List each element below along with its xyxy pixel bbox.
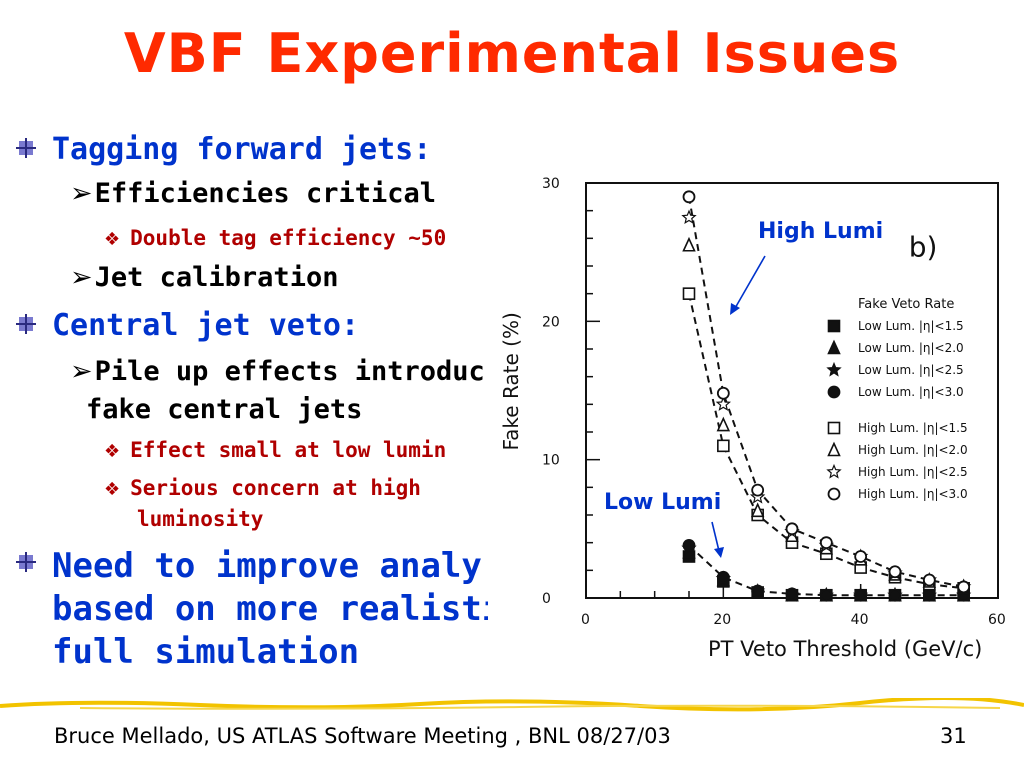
legend-entry: High Lum. |η|<1.5 xyxy=(858,421,968,435)
sub-sub-bullet-row: ❖ Double tag efficiency ~50 xyxy=(104,226,446,250)
annotation-high-lumi: High Lumi xyxy=(758,219,883,244)
bullet-need-to-improve-line2: based on more realisti xyxy=(52,589,488,629)
legend-marker xyxy=(826,361,842,377)
sub-bullet-row: ➢Pile up effects introduc xyxy=(70,356,485,387)
annotation-low-lumi-arrow xyxy=(711,521,720,552)
legend-marker xyxy=(827,339,841,355)
fake-rate-plot: 0 10 20 30 0 20 40 60 Fake Rate (%) PT Veto Thres… xyxy=(488,160,1024,680)
diamond-bullet-icon: ❖ xyxy=(104,229,121,250)
bullet-square-icon xyxy=(16,552,36,572)
bullet-square-icon xyxy=(16,138,36,158)
y-tick-label: 0 xyxy=(542,591,551,607)
sub-bullet-continuation: fake central jets xyxy=(86,394,363,425)
footer-text: Bruce Mellado, US ATLAS Software Meeting… xyxy=(54,724,671,748)
page-number: 31 xyxy=(940,724,967,748)
data-point xyxy=(716,386,730,400)
arrow-bullet-icon: ➢ xyxy=(70,178,93,209)
sub-sub-bullet-row: ❖ Serious concern at high xyxy=(104,476,421,500)
slide-title: VBF Experimental Issues xyxy=(123,22,901,85)
y-tick-label: 30 xyxy=(542,176,560,192)
sub-sub-bullet-serious-concern: Serious concern at high xyxy=(130,476,421,500)
data-point xyxy=(888,588,902,602)
sub-sub-bullet-double-tag: Double tag efficiency ~50 xyxy=(130,226,447,250)
sub-bullet-efficiencies: Efficiencies critical xyxy=(94,178,436,209)
bullet-need-to-improve: Need to improve analy xyxy=(52,546,482,586)
data-point xyxy=(682,236,696,252)
footer-divider xyxy=(0,698,1024,712)
data-point xyxy=(819,536,833,550)
legend-marker xyxy=(827,441,841,457)
bullet-tagging-forward-jets: Tagging forward jets: xyxy=(52,132,432,167)
annotation-low-lumi-arrowhead xyxy=(714,547,724,558)
data-point xyxy=(785,587,799,601)
x-tick-label: 0 xyxy=(581,612,590,628)
legend-entry: Low Lum. |η|<2.0 xyxy=(858,341,964,355)
data-point xyxy=(750,502,765,518)
y-axis-label: Fake Rate (%) xyxy=(499,312,523,450)
data-point xyxy=(819,588,833,602)
data-point xyxy=(682,287,696,300)
bullet-need-to-improve-line3: full simulation xyxy=(52,632,360,672)
data-point xyxy=(682,190,696,204)
arrow-bullet-icon: ➢ xyxy=(70,356,93,387)
data-point xyxy=(957,580,971,594)
data-point xyxy=(682,539,696,552)
data-point xyxy=(854,588,868,602)
plot-svg: 0 10 20 30 0 20 40 60 Fake Rate (%) PT Veto Thres… xyxy=(499,176,1006,661)
x-axis-label: PT Veto Threshold (GeV/c) xyxy=(708,637,982,661)
data-point xyxy=(785,522,799,536)
sub-sub-bullet-row: ❖ Effect small at low lumin xyxy=(104,438,446,462)
legend-entry: High Lum. |η|<2.0 xyxy=(858,443,968,457)
sub-bullet-pile-up: Pile up effects introduc xyxy=(94,356,485,387)
low-lumi-fit-curve xyxy=(688,544,964,597)
data-point xyxy=(716,570,730,584)
annotation-low-lumi: Low Lumi xyxy=(604,490,721,515)
sub-bullet-row: ➢Efficiencies critical xyxy=(70,178,436,209)
annotation-high-lumi-arrow xyxy=(733,255,766,311)
diamond-bullet-icon: ❖ xyxy=(104,441,121,462)
sub-sub-bullet-continuation: luminosity xyxy=(137,507,264,531)
legend-marker xyxy=(827,421,841,435)
y-tick-label: 10 xyxy=(542,453,560,469)
legend-title: Fake Veto Rate xyxy=(858,297,954,312)
bullet-list: Tagging forward jets: ➢Efficiencies crit… xyxy=(0,0,488,700)
data-point xyxy=(854,550,868,563)
data-point xyxy=(751,584,765,598)
data-point xyxy=(715,396,732,411)
sub-sub-bullet-effect-small: Effect small at low lumin xyxy=(130,438,447,462)
data-point xyxy=(681,209,697,225)
y-tick-label: 20 xyxy=(542,314,560,330)
legend-entry: Low Lum. |η|<1.5 xyxy=(858,319,964,333)
data-point xyxy=(922,573,936,587)
panel-label: b) xyxy=(909,230,938,263)
sub-bullet-row: ➢Jet calibration xyxy=(70,262,338,293)
data-point xyxy=(922,588,936,602)
data-point xyxy=(716,416,731,432)
bullet-central-jet-veto: Central jet veto: xyxy=(52,308,360,343)
legend-entry: High Lum. |η|<2.5 xyxy=(858,465,968,479)
x-tick-label: 20 xyxy=(713,612,731,628)
arrow-bullet-icon: ➢ xyxy=(70,262,93,293)
legend-entry: High Lum. |η|<3.0 xyxy=(858,487,968,501)
x-tick-label: 60 xyxy=(988,612,1006,628)
annotation-high-lumi-arrowhead xyxy=(730,303,740,315)
sub-bullet-jet-calibration: Jet calibration xyxy=(94,262,339,293)
bullet-square-icon xyxy=(16,314,36,334)
legend-marker xyxy=(827,319,841,333)
legend-marker xyxy=(827,385,841,399)
legend-marker xyxy=(827,487,841,501)
legend-entry: Low Lum. |η|<2.5 xyxy=(858,363,964,377)
data-point xyxy=(888,565,902,579)
x-tick-label: 40 xyxy=(851,612,869,628)
diamond-bullet-icon: ❖ xyxy=(104,479,121,500)
legend-entry: Low Lum. |η|<3.0 xyxy=(858,385,964,399)
data-point xyxy=(717,439,730,453)
legend-marker xyxy=(826,463,842,479)
data-point xyxy=(751,483,765,497)
